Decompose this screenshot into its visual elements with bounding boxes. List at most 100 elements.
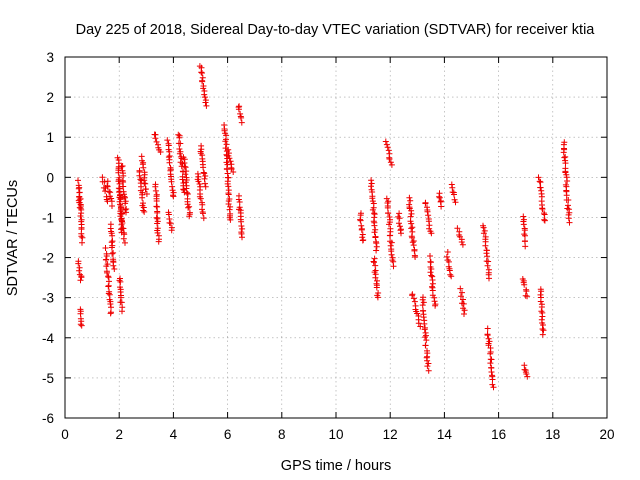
data-point: [239, 225, 246, 232]
y-tick-label: -5: [42, 371, 54, 386]
data-point: [104, 269, 110, 276]
data-point: [486, 275, 492, 282]
data-point: [359, 231, 366, 238]
data-point: [167, 220, 174, 227]
data-point: [407, 197, 414, 204]
data-point: [105, 290, 112, 297]
x-axis-label: GPS time / hours: [281, 458, 391, 474]
data-point: [419, 302, 426, 309]
data-point: [537, 184, 544, 191]
data-point: [200, 85, 207, 92]
y-tick-label: -2: [42, 251, 54, 266]
data-point: [424, 208, 431, 215]
data-point: [235, 106, 242, 113]
data-point: [487, 360, 494, 367]
data-point: [108, 195, 115, 202]
data-point: [237, 110, 244, 117]
data-point: [182, 171, 189, 178]
data-point: [238, 119, 245, 126]
data-point: [388, 239, 395, 246]
data-point: [185, 204, 192, 211]
data-point: [520, 221, 527, 228]
data-point: [136, 172, 143, 179]
data-point: [457, 285, 464, 292]
data-point: [109, 232, 116, 239]
data-point: [77, 213, 84, 219]
data-point: [357, 217, 364, 224]
data-point: [522, 243, 529, 250]
data-point: [77, 277, 84, 284]
data-point: [202, 183, 209, 190]
data-point: [225, 191, 232, 198]
data-point: [371, 259, 377, 266]
data-point: [200, 210, 206, 217]
data-point: [538, 288, 545, 295]
chart-title: Day 225 of 2018, Sidereal Day-to-day VTE…: [76, 22, 596, 38]
data-point: [123, 209, 129, 216]
data-point: [447, 271, 454, 278]
data-point: [168, 227, 175, 234]
data-point: [523, 371, 530, 377]
data-point: [227, 216, 234, 223]
data-point: [390, 263, 397, 270]
data-point: [186, 213, 193, 220]
data-point: [388, 161, 395, 168]
data-point: [368, 180, 375, 187]
data-point: [120, 183, 127, 190]
data-point: [424, 363, 431, 370]
data-point: [78, 210, 85, 217]
data-point: [153, 214, 160, 221]
data-point: [369, 195, 376, 202]
data-point: [561, 154, 568, 161]
data-point: [409, 239, 416, 246]
data-point: [425, 367, 432, 374]
data-point: [385, 210, 392, 217]
data-point: [154, 220, 161, 227]
data-point: [539, 313, 546, 320]
data-point: [422, 342, 429, 349]
data-point: [119, 308, 125, 315]
data-point: [488, 356, 495, 363]
data-point: [77, 195, 84, 202]
data-point: [539, 326, 546, 332]
data-point: [223, 141, 230, 148]
data-point: [199, 70, 205, 76]
data-point: [458, 239, 465, 245]
data-point: [166, 159, 173, 166]
data-point: [199, 78, 206, 85]
data-point: [175, 131, 182, 138]
data-point: [452, 199, 459, 206]
data-point: [109, 250, 116, 257]
data-points: [75, 63, 573, 391]
data-point: [358, 222, 365, 229]
data-point: [461, 311, 467, 317]
data-point: [358, 226, 365, 233]
x-tick-label: 10: [328, 427, 343, 442]
data-point: [79, 239, 85, 246]
data-point: [153, 138, 160, 145]
data-point: [564, 178, 571, 184]
data-point: [406, 194, 413, 201]
data-point: [524, 373, 531, 380]
data-point: [200, 164, 207, 171]
data-point: [227, 158, 234, 165]
data-point: [202, 180, 208, 187]
data-point: [451, 191, 457, 198]
data-point: [122, 200, 129, 207]
data-point: [153, 198, 160, 204]
data-point: [76, 267, 83, 274]
data-point: [460, 296, 466, 303]
data-point: [460, 300, 467, 307]
data-point: [448, 273, 455, 280]
data-point: [373, 243, 380, 250]
data-point: [428, 272, 435, 279]
data-point: [199, 206, 205, 213]
data-point: [488, 369, 495, 375]
data-point: [202, 173, 209, 179]
data-point: [108, 239, 115, 246]
data-point: [230, 169, 237, 175]
data-point: [152, 187, 159, 194]
data-point: [359, 234, 366, 241]
data-point: [368, 177, 375, 184]
